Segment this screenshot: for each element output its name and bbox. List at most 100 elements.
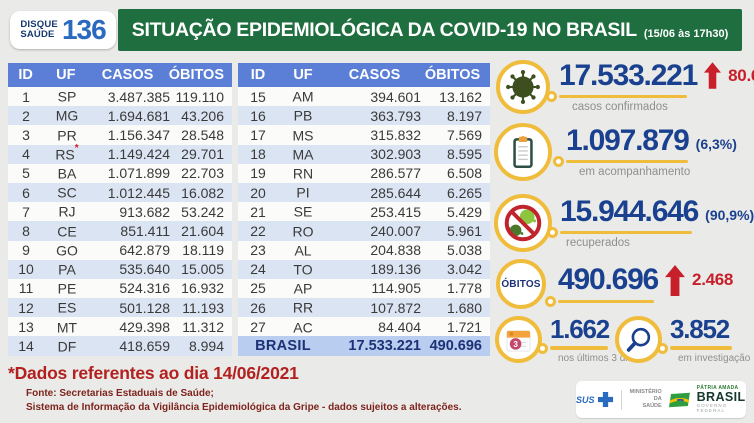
uf-code: TO [293,261,313,278]
uf-code: MA [292,146,314,163]
table-row: 14 DF 418.659 8.994 [8,336,232,356]
casos-cell: 114.905 [371,280,421,297]
casos-cell: 501.128 [119,299,170,316]
uf-cell: ES [44,299,90,316]
obitos-cell: 5.961 [446,222,482,239]
gold-rule [657,342,732,353]
table-body-left: 1 SP 3.487.385 119.110 2 MG 1.694.681 43… [8,87,232,356]
table-row: 21 SE 253.415 5.429 [238,202,490,222]
uf-cell: PA [44,261,90,278]
row-id: 18 [250,146,266,163]
sus-logo: SUS [576,391,614,408]
uf-code: PI [296,184,310,201]
table-row: 12 ES 501.128 11.193 [8,298,232,318]
asterisk-mark: * [74,142,79,154]
stat-recuperados: 15.944.646 (90,9%) recuperados [494,194,754,252]
casos-cell: 642.879 [119,242,170,259]
stat-label: recuperados [566,237,630,250]
col-header-obitos: ÓBITOS [424,67,481,83]
uf-cell: BA [44,165,90,182]
stat-label: em acompanhamento [579,166,691,179]
disque-saude-logo: DISQUE SAÚDE 136 [10,11,116,49]
table-row: 25 AP 114.905 1.778 [238,278,490,299]
table-body-right: 15 AM 394.601 13.162 16 PB 363.793 8.197… [238,87,490,337]
casos-cell: 1.071.899 [107,165,170,182]
source-line2: Sistema de Informação da Vigilância Epid… [26,401,462,413]
uf-code: PA [58,261,76,278]
obitos-cell: 16.082 [181,184,224,201]
obitos-cell: 1.680 [446,299,482,316]
stat-delta: 2.468 [692,270,734,290]
stat-percent: (90,9%) [705,207,754,224]
obitos-cell: 7.569 [446,126,482,143]
uf-code: RN [292,165,314,182]
table-row: 8 CE 851.411 21.604 [8,221,232,241]
casos-cell: 189.136 [370,261,421,278]
uf-code: PR [57,127,77,144]
uf-cell: AP [278,280,328,297]
logo-line1: DISQUE [20,19,58,31]
uf-code: RO [292,223,314,240]
logo-number-136: 136 [61,14,107,45]
obitos-cell: 1.778 [446,280,482,297]
uf-cell: GO [44,242,90,259]
casos-cell: 285.644 [370,184,421,201]
casos-cell: 240.007 [370,222,421,239]
uf-code: PB [293,108,313,125]
stat-em-investigacao: 3.852 em investigação [615,316,750,364]
search-icon [615,316,662,364]
stat-value: 3.852 [670,314,730,344]
ministry-label: MINISTÉRIO DA SAÚDE [628,389,662,410]
col-header-obitos: ÓBITOS [168,67,225,83]
states-table-left: ID UF CASOS ÓBITOS 1 SP 3.487.385 119.11… [8,63,232,356]
uf-code: RJ [58,204,76,221]
governo-federal-label: GOVERNO FEDERAL [696,403,728,413]
patria-big-label: BRASIL [696,389,746,404]
table-row: 22 RO 240.007 5.961 [238,221,490,241]
table-row: 6 SC 1.012.445 16.082 [8,182,232,203]
table-row: 11 PE 524.316 16.932 [8,278,232,299]
col-header-casos: CASOS [101,67,154,83]
stat-value: 1.662 [550,314,610,344]
uf-cell: RN [278,165,328,182]
stat-label: casos confirmados [572,101,668,114]
gold-rule [545,296,654,307]
sus-label: SUS [576,394,595,405]
row-id: 11 [18,280,34,297]
row-id: 25 [250,280,266,297]
casos-cell: 1.149.424 [107,146,170,163]
row-id: 24 [250,261,266,278]
table-row: 27 AC 84.404 1.721 [238,317,490,337]
table-row: 5 BA 1.071.899 22.703 [8,163,232,183]
row-id: 12 [18,299,34,316]
total-casos: 17.533.221 [348,338,421,355]
uf-cell: AL [278,242,328,258]
row-id: 23 [250,242,266,259]
uf-code: AC [293,319,313,336]
sus-cross-icon [597,391,613,408]
stat-ultimos-3-dias: 3 1.662 nos últimos 3 dias [495,316,638,364]
up-arrow-icon [665,264,686,296]
obitos-cell: 11.193 [182,299,224,316]
obitos-cell: 1.721 [446,318,482,335]
ministry-line2: SAÚDE [642,402,662,409]
table-row: 4 RS* 1.149.424 29.701 [8,142,232,164]
calendar-icon: 3 [495,316,542,364]
obitos-cell: 6.265 [446,184,482,201]
table-row: 20 PI 285.644 6.265 [238,182,490,203]
logo-divider [620,389,622,410]
row-id: 26 [250,299,266,316]
table-row: 24 TO 189.136 3.042 [238,259,490,279]
no-virus-icon [494,194,552,252]
obitos-cell: 15.005 [181,261,224,278]
uf-code: GO [56,242,78,259]
states-table-right: ID UF CASOS ÓBITOS 15 AM 394.601 13.162 … [238,63,490,357]
uf-code: SP [57,88,77,105]
uf-code: BA [57,165,77,182]
table-row: 9 GO 642.879 18.119 [8,240,232,260]
uf-cell: PE [44,280,90,297]
uf-cell: MT [44,319,90,335]
stat-casos-confirmados: 17.533.221 80.609 casos confirmados [496,60,754,114]
disque-saude-label: DISQUE SAÚDE [20,20,58,40]
obitos-badge-label: ÓBITOS [501,278,541,290]
